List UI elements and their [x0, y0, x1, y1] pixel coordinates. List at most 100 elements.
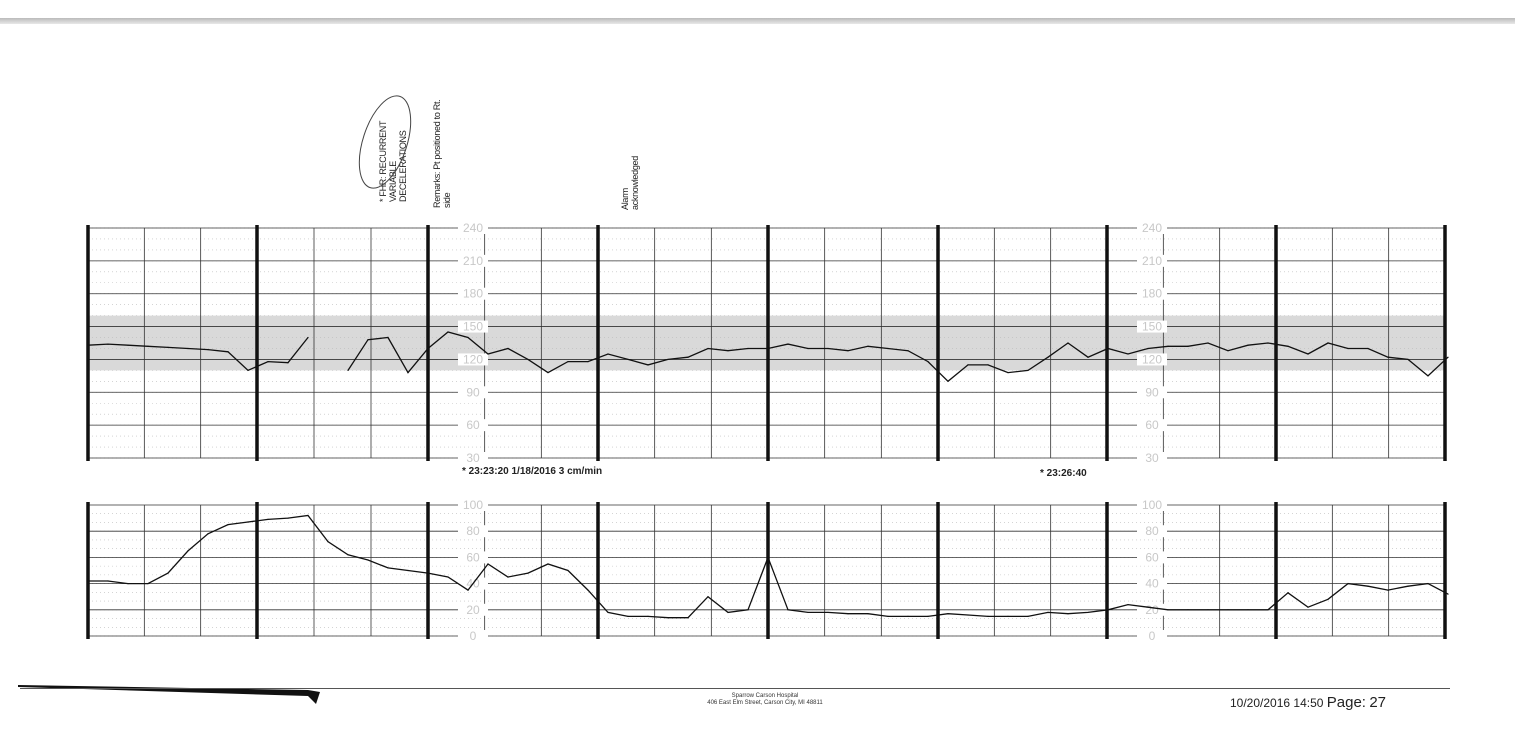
- trace-point: [147, 583, 149, 585]
- trace-point: [507, 576, 509, 578]
- scale-tick-label: 180: [463, 287, 483, 301]
- fhr-trace: [87, 331, 1449, 383]
- trace-point: [447, 576, 449, 578]
- scale-label-bg: [1137, 499, 1167, 511]
- trace-point: [307, 514, 309, 517]
- trace-point: [1167, 609, 1169, 611]
- scale-tick-label: 20: [466, 603, 480, 617]
- scale-label-bg: [458, 452, 488, 464]
- trace-point: [547, 371, 549, 374]
- scale-label-bg: [458, 287, 488, 300]
- trace-point: [947, 380, 949, 382]
- trace-point: [1007, 371, 1009, 374]
- trace-point: [667, 617, 669, 619]
- scale-tick-label: 0: [470, 629, 477, 643]
- scale-tick-label: 0: [1149, 629, 1156, 643]
- trace-point: [1367, 585, 1369, 587]
- trace-point: [727, 350, 729, 352]
- trace-point: [1227, 609, 1229, 611]
- trace-point: [1107, 609, 1109, 611]
- trace-point: [187, 347, 189, 350]
- trace-point: [807, 347, 809, 350]
- scale-label-bg: [1137, 353, 1167, 366]
- page-number: 27: [1369, 694, 1386, 711]
- trace-point: [227, 351, 229, 353]
- trace-point: [1067, 613, 1069, 615]
- trace-point: [1247, 609, 1249, 611]
- scale-label-bg: [458, 551, 488, 564]
- scale-label-bg: [1137, 320, 1167, 333]
- trace-point: [1047, 611, 1049, 614]
- trace-point: [1407, 358, 1409, 361]
- trace-point: [507, 347, 509, 350]
- trace-point: [1407, 585, 1409, 587]
- trace-point: [1147, 347, 1149, 350]
- trace-point: [1067, 342, 1069, 344]
- trace-point: [767, 556, 769, 559]
- trace-point: [1147, 606, 1149, 608]
- trace-point: [1447, 593, 1449, 595]
- trace-point: [1347, 347, 1349, 350]
- trace-point: [127, 583, 129, 585]
- print-datetime: 10/20/2016 14:50: [1230, 696, 1324, 710]
- trace-point: [1087, 356, 1089, 358]
- scale-label-bg: [1137, 419, 1167, 432]
- trace-point: [1447, 356, 1449, 358]
- trace-point: [107, 580, 109, 582]
- trace-point: [787, 343, 789, 345]
- trace-point: [827, 347, 829, 350]
- trace-point: [1027, 369, 1029, 371]
- trace-point: [587, 361, 589, 363]
- scale-tick-label: 120: [1142, 352, 1162, 366]
- trace-point: [707, 596, 709, 598]
- trace-point: [687, 356, 689, 358]
- trace-point: [487, 563, 489, 565]
- trace-point: [847, 350, 849, 352]
- trace-point: [987, 364, 989, 366]
- trace-point: [1327, 342, 1329, 344]
- scale-tick-label: 30: [466, 451, 480, 465]
- scale-tick-label: 210: [463, 254, 483, 268]
- trace-point: [487, 353, 489, 355]
- trace-point: [427, 572, 429, 574]
- scale-tick-label: 180: [1142, 287, 1162, 301]
- scale-label-bg: [1137, 630, 1167, 642]
- trace-point: [207, 533, 209, 535]
- trace-point: [387, 336, 389, 339]
- scale-label-bg: [458, 630, 488, 642]
- scale-tick-label: 100: [463, 498, 483, 512]
- scale-label-bg: [458, 254, 488, 267]
- trace-point: [127, 344, 129, 346]
- trace-point: [347, 369, 349, 371]
- scale-label-bg: [1137, 254, 1167, 267]
- scale-label-bg: [458, 353, 488, 366]
- hospital-address: 406 East Elm Street, Carson City, MI 488…: [707, 700, 823, 706]
- trace-point: [307, 336, 309, 339]
- trace-point: [947, 613, 949, 615]
- trace-point: [607, 611, 609, 614]
- footer-divider: [20, 688, 1450, 689]
- trace-point: [547, 563, 549, 565]
- trace-point: [207, 348, 209, 351]
- trace-point: [767, 347, 769, 350]
- trace-point: [747, 347, 749, 350]
- scale-label-bg: [458, 525, 488, 538]
- trace-point: [287, 517, 289, 519]
- trace-point: [967, 364, 969, 366]
- trace-point: [387, 567, 389, 569]
- pen-stroke: [18, 685, 320, 704]
- trace-point: [907, 350, 909, 352]
- scale-tick-label: 90: [466, 385, 480, 399]
- trace-point: [1187, 609, 1189, 611]
- trace-point: [167, 572, 169, 574]
- trace-point: [607, 353, 609, 355]
- scale-label-bg: [458, 603, 488, 616]
- trace-point: [907, 615, 909, 617]
- trace-point: [727, 611, 729, 614]
- trace-point: [787, 609, 789, 611]
- trace-point: [1047, 356, 1049, 358]
- trace-point: [627, 615, 629, 617]
- trace-point: [1187, 345, 1189, 347]
- trace-point: [1347, 583, 1349, 585]
